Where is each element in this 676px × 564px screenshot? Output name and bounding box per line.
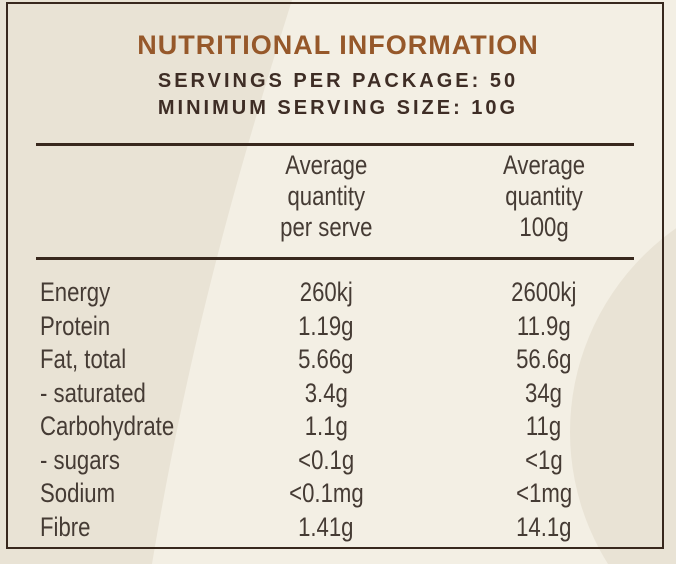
nutrient-name: Protein: [40, 310, 111, 341]
per-100g-column-header-text: Average quantity 100g: [502, 150, 586, 242]
per-serve-column-header-text: Average quantity per serve: [279, 150, 373, 242]
nutrient-name: Energy: [40, 277, 111, 307]
table-row: Carbohydrate 1.1g 11g: [36, 410, 652, 444]
per-100g-column-header: Average quantity 100g: [436, 150, 652, 243]
per-serve-value: 1.19g: [298, 310, 354, 341]
table-header: Average quantity per serve Average quant…: [36, 150, 652, 243]
per-serve-value: 5.66g: [298, 344, 354, 374]
table-row: - saturated 3.4g 34g: [36, 377, 652, 411]
per-100g-value: 11g: [526, 411, 562, 441]
table-row: Energy 260kj 2600kj: [36, 276, 652, 310]
nutrient-name: Fat, total: [40, 344, 127, 374]
table-row: Fibre 1.41g 14.1g: [36, 511, 652, 545]
per-serve-value: 260kj: [299, 277, 353, 307]
watermark-corner-shape: [570, 228, 676, 564]
table-row: Fat, total 5.66g 56.6g: [36, 343, 652, 377]
per-serve-value: <0.1mg: [288, 478, 364, 508]
per-100g-value: <1g: [525, 444, 563, 475]
table-header-rule: [36, 257, 634, 260]
watermark-light-band: [152, 0, 676, 564]
table-row: Protein 1.19g 11.9g: [36, 310, 652, 344]
per-100g-value: <1mg: [515, 478, 572, 508]
nutrient-name: Carbohydrate: [40, 411, 175, 441]
per-serve-value: 1.1g: [304, 411, 348, 441]
per-100g-value: 56.6g: [516, 344, 572, 374]
nutrient-name: Fibre: [40, 511, 91, 542]
nutrient-name: Sodium: [40, 478, 116, 508]
per-100g-value: 2600kj: [511, 277, 577, 307]
servings-per-package-line: SERVINGS PER PACKAGE: 50: [157, 70, 519, 92]
per-100g-value: 11.9g: [517, 310, 571, 341]
per-100g-value: 14.1g: [516, 511, 572, 542]
table-row: - sugars <0.1g <1g: [36, 444, 652, 478]
table-body: Energy 260kj 2600kj Protein 1.19g 11.9g …: [36, 276, 652, 544]
per-serve-column-header: Average quantity per serve: [216, 150, 436, 243]
per-serve-value: <0.1g: [297, 444, 355, 475]
per-serve-value: 1.41g: [298, 511, 354, 542]
nutrient-column-header: [36, 150, 216, 243]
label-title: NUTRITIONAL INFORMATION: [137, 30, 539, 60]
per-100g-value: 34g: [525, 377, 563, 408]
minimum-serving-size-line: MINIMUM SERVING SIZE: 10G: [157, 97, 519, 119]
table-top-rule: [36, 143, 634, 146]
nutrient-name: - saturated: [40, 377, 146, 408]
nutrient-name: - sugars: [40, 444, 120, 475]
per-serve-value: 3.4g: [304, 377, 348, 408]
table-row: Sodium <0.1mg <1mg: [36, 477, 652, 511]
